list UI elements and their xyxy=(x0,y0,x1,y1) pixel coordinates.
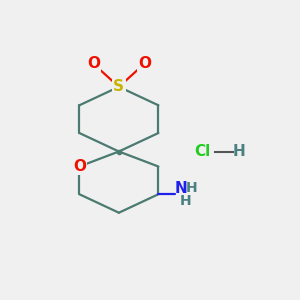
Text: O: O xyxy=(87,56,100,71)
Text: O: O xyxy=(73,159,86,174)
Text: O: O xyxy=(138,56,151,71)
Text: S: S xyxy=(113,79,124,94)
Text: Cl: Cl xyxy=(194,144,211,159)
Text: H: H xyxy=(180,194,191,208)
Text: H: H xyxy=(186,182,197,196)
Text: H: H xyxy=(232,144,245,159)
Text: N: N xyxy=(175,181,188,196)
